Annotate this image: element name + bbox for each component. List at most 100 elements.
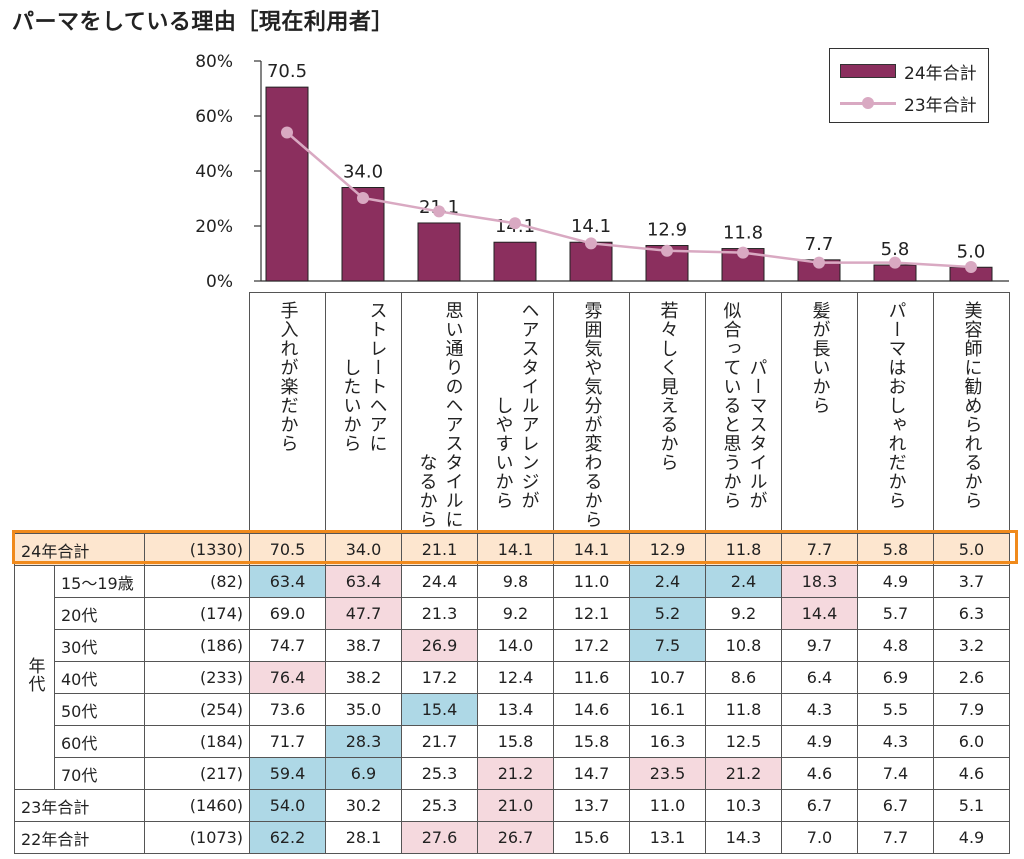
table-cell: 3.2 [933,629,1010,662]
table-cell: 9.2 [705,597,782,630]
table-cell: 12.1 [553,597,630,630]
table-cell: 15.4 [401,693,478,726]
row-label: 60代 [54,725,145,758]
table-cell: 11.6 [553,661,630,694]
table-cell: 24.4 [401,565,478,598]
table-cell: 26.7 [477,821,554,854]
table-cell: 5.2 [629,597,706,630]
header-row: 手入れが楽だから したいから ストレートヘアに なるから 思い通りのヘアスタイルに しやす… [14,292,1010,534]
table-cell: 3.7 [933,565,1010,598]
table-cell: 11.8 [705,693,782,726]
header-blank-cell [14,292,250,534]
column-header: 髪が長いから [781,292,858,534]
table-row: 20代 (174) 69.0 47.7 21.3 9.2 12.1 5.2 9.2 14.4 5.7… [15,597,1010,630]
age-group-label: 年代 [14,565,55,790]
table-cell: 5.5 [857,693,934,726]
column-header-text: ストレートヘアに [366,301,388,453]
table-cell: 6.3 [933,597,1010,630]
line-point [661,244,673,257]
total-row: 24年合計 (1330) 70.5 34.0 21.1 14.1 14.1 12.9 11.8 7… [14,533,1010,566]
table-cell: 7.7 [857,821,934,854]
bar [265,86,309,282]
table-cell: 13.7 [553,789,630,822]
line-point [737,246,749,259]
row-sample-size: (186) [144,629,250,662]
column-header: 美容師に勧められるから [933,292,1010,534]
table-cell: 6.7 [857,789,934,822]
table-cell: 2.6 [933,661,1010,694]
table-cell: 6.0 [933,725,1010,758]
table-cell: 74.7 [249,629,326,662]
row-label: 30代 [54,629,145,662]
bar-value-label: 11.8 [723,223,763,244]
line-point [509,217,521,230]
table-cell: 12.9 [629,533,706,566]
table-cell: 4.6 [781,757,858,790]
table-cell: 21.0 [477,789,554,822]
column-header-text: 若々しく見えるから [657,301,679,472]
column-header-text: 思い通りのヘアスタイルに [442,301,464,529]
table-cell: 25.3 [401,757,478,790]
table-cell: 5.0 [933,533,1010,566]
table-cell: 7.5 [629,629,706,662]
bar-line-chart: 0%20%40%60%80%70.534.021.114.114.112.911… [195,52,1009,292]
row-label: 15～19歳 [54,565,145,598]
table-cell: 12.4 [477,661,554,694]
legend-item-line: 23年合計 [840,91,977,116]
table-cell: 16.1 [629,693,706,726]
column-header-text: パーマはおしゃれだから [885,301,907,510]
table-cell: 13.4 [477,693,554,726]
table-cell: 10.8 [705,629,782,662]
row-sample-size: (82) [144,565,250,598]
table-cell: 10.3 [705,789,782,822]
table-cell: 26.9 [401,629,478,662]
line-point [965,260,977,273]
table-cell: 17.2 [401,661,478,694]
column-header: しやすいから ヘアスタイルアレンジが [477,292,554,534]
table-cell: 12.5 [705,725,782,758]
table-cell: 54.0 [249,789,326,822]
table-cell: 34.0 [325,533,402,566]
table-cell: 6.4 [781,661,858,694]
table-cell: 16.3 [629,725,706,758]
column-header-text: したいから [340,358,362,453]
line-point [433,205,445,218]
table-cell: 30.2 [325,789,402,822]
table-cell: 69.0 [249,597,326,630]
table-cell: 71.7 [249,725,326,758]
page-title: パーマをしている理由［現在利用者］ [12,10,394,35]
table-cell: 28.1 [325,821,402,854]
table-cell: 8.6 [705,661,782,694]
row-sample-size: (217) [144,757,250,790]
table-cell: 9.2 [477,597,554,630]
table-cell: 11.0 [629,789,706,822]
legend-line-label: 23年合計 [904,95,977,116]
row-sample-size: (254) [144,693,250,726]
table-row: 年代 15～19歳 (82) 63.4 63.4 24.4 9.8 11.0 2.4 2.4 18.… [14,565,1010,790]
table-cell: 62.2 [249,821,326,854]
table-cell: 70.5 [249,533,326,566]
table-cell: 11.8 [705,533,782,566]
table-cell: 14.7 [553,757,630,790]
column-header: したいから ストレートヘアに [325,292,402,534]
table-cell: 21.3 [401,597,478,630]
row-sample-size: (1460) [144,789,250,822]
table-cell: 4.9 [933,821,1010,854]
row-label: 50代 [54,693,145,726]
row-sample-size: (1073) [144,821,250,854]
table-cell: 6.9 [857,661,934,694]
line-point [813,256,825,269]
table-cell: 21.7 [401,725,478,758]
y-tick-label: 20% [195,217,233,237]
table-cell: 9.8 [477,565,554,598]
table-cell: 11.0 [553,565,630,598]
row-label: 70代 [54,757,145,790]
table-cell: 28.3 [325,725,402,758]
table-cell: 15.6 [553,821,630,854]
age-group-text: 年代 [24,657,45,693]
bar-value-label: 70.5 [267,61,307,82]
table-cell: 5.8 [857,533,934,566]
table-cell: 25.3 [401,789,478,822]
row-label: 22年合計 [14,821,145,854]
row-sample-size: (1330) [144,533,250,566]
